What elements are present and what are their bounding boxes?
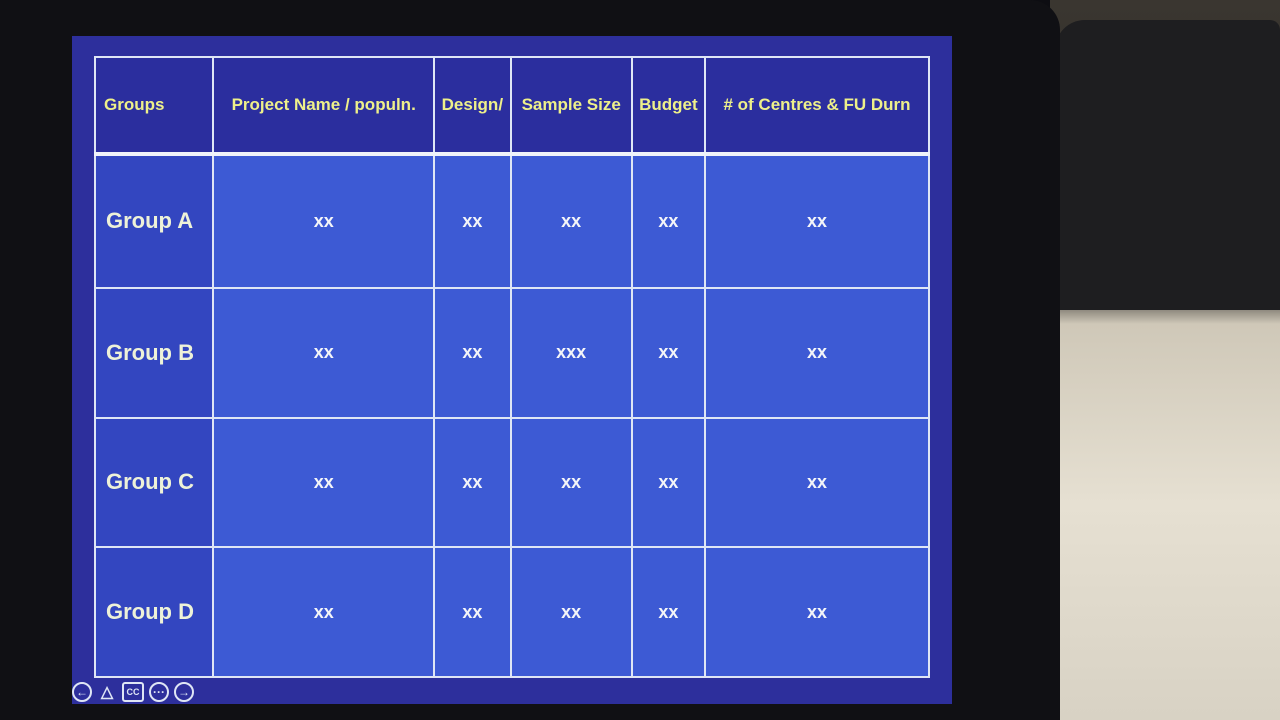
header-row: Groups Project Name / populn. Design/ Sa… <box>93 56 930 156</box>
table-cell: xx <box>630 286 707 419</box>
table-cell: xx <box>630 153 707 289</box>
table-cell: xx <box>212 546 436 678</box>
groups-table: Groups Project Name / populn. Design/ Sa… <box>93 56 930 678</box>
table-cell: xxx <box>509 286 633 419</box>
header-sample-size: Sample Size <box>509 56 633 156</box>
table-cell: xx <box>704 153 930 289</box>
header-groups: Groups <box>93 56 215 156</box>
table-cell: xx <box>630 416 707 549</box>
table-cell: xx <box>433 546 512 678</box>
table-row: Group B xx xx xxx xx xx <box>93 286 930 419</box>
header-project: Project Name / populn. <box>212 56 436 156</box>
table-cell: xx <box>509 546 633 678</box>
table-cell: xx <box>212 286 436 419</box>
slideshow-controls: ← △ CC ··· → <box>72 682 194 702</box>
table-cell: xx <box>704 546 930 678</box>
group-label: Group C <box>93 416 215 549</box>
table-cell: xx <box>630 546 707 678</box>
table-cell: xx <box>212 416 436 549</box>
table-row: Group A xx xx xx xx xx <box>93 153 930 289</box>
previous-icon[interactable]: ← <box>72 682 92 702</box>
background-bag <box>1055 20 1280 310</box>
laptop-bezel: Groups Project Name / populn. Design/ Sa… <box>72 36 952 704</box>
group-label: Group A <box>93 153 215 289</box>
presentation-slide: Groups Project Name / populn. Design/ Sa… <box>72 36 952 704</box>
table-cell: xx <box>704 286 930 419</box>
table-row: Group C xx xx xx xx xx <box>93 416 930 549</box>
table-cell: xx <box>509 153 633 289</box>
pointer-icon[interactable]: △ <box>100 684 114 701</box>
header-centres: # of Centres & FU Durn <box>704 56 930 156</box>
table-cell: xx <box>509 416 633 549</box>
table-cell: xx <box>433 416 512 549</box>
captions-icon[interactable]: CC <box>122 682 144 702</box>
table-cell: xx <box>704 416 930 549</box>
table-row: Group D xx xx xx xx xx <box>93 546 930 678</box>
more-icon[interactable]: ··· <box>149 682 169 702</box>
table-cell: xx <box>433 286 512 419</box>
header-design: Design/ <box>433 56 512 156</box>
group-label: Group D <box>93 546 215 678</box>
table-cell: xx <box>212 153 436 289</box>
header-budget: Budget <box>630 56 707 156</box>
table-cell: xx <box>433 153 512 289</box>
next-icon[interactable]: → <box>174 682 194 702</box>
group-label: Group B <box>93 286 215 419</box>
